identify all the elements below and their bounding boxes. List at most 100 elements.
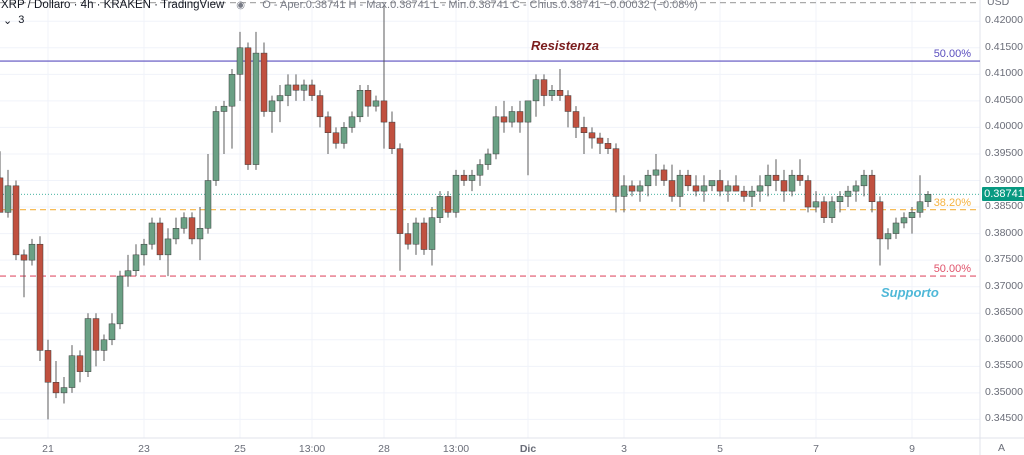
candle-body [156,222,164,256]
candle-body [116,275,124,325]
candle-body [676,174,684,197]
x-tick-label: 13:00 [442,443,470,455]
y-tick-label: 0.41500 [985,40,1023,53]
candle-body [0,177,4,213]
candle-body [796,174,804,181]
candle-body [700,185,708,192]
candle-body [140,243,148,256]
chevron-down-icon[interactable]: ⌄ [3,15,13,27]
candle-body [660,169,668,181]
candle-body [44,350,52,383]
candle-body [372,100,380,107]
candle-body [476,164,484,176]
y-tick-label: 0.37000 [985,279,1023,292]
candle-body [636,185,644,192]
x-tick-label: 3 [621,443,627,455]
candle-body [252,52,260,165]
candle-body [596,137,604,144]
x-tick-label: 9 [909,443,915,455]
candle-body [876,201,884,240]
candle-body [260,52,268,112]
y-tick-label: 0.35000 [985,385,1023,398]
support-label: Supporto [881,285,939,300]
candle-body [4,185,12,213]
candle-body [100,339,108,351]
candle-body [852,185,860,192]
candle-body [244,47,252,165]
y-tick-label: 0.40000 [985,120,1023,133]
candle-body [412,222,420,245]
candle-body [268,100,276,112]
candle-body [732,185,740,192]
x-tick-label: 13:00 [298,443,326,455]
candle-body [892,222,900,234]
x-tick-label: 7 [813,443,819,455]
candle-body [724,185,732,192]
candle-body [380,100,388,123]
fib-level-label: 38.20% [933,196,971,209]
candle-body [900,217,908,224]
candle-body [540,79,548,96]
candle-body [740,190,748,197]
candle-body [284,84,292,96]
candle-body [388,121,396,149]
candle-body [716,180,724,192]
candle-body [52,382,60,394]
candle-body [756,185,764,192]
currency-label: USD [987,0,1010,8]
ohlc-readout: O - Aper.0.38741 H - Max.0.38741 L - Min… [262,0,698,11]
x-tick-label: 21 [42,443,54,455]
candle-body [196,228,204,240]
candle-body [348,116,356,128]
candle-body [668,180,676,197]
resistance-label: Resistenza [531,38,599,53]
last-price-tag: 0.38741 [982,187,1024,202]
candle-body [316,95,324,118]
candle-body [60,387,68,394]
candle-body [884,233,892,240]
candle-body [308,84,316,96]
candle-body [812,201,820,208]
candle-body [844,190,852,197]
candle-body [780,180,788,192]
candle-body [548,90,556,96]
candle-body [36,243,44,351]
candle-body [516,111,524,123]
candle-body [164,238,172,256]
y-tick-label: 0.38000 [985,226,1023,239]
indicator-count: 3 [18,14,25,26]
candle-body [820,201,828,218]
y-tick-label: 0.41000 [985,67,1023,80]
auto-scale-button[interactable]: A [998,442,1006,454]
candle-body [180,217,188,229]
eye-icon[interactable]: ◉ [236,0,246,11]
fib-level-label: 50.00% [933,48,971,61]
y-tick-label: 0.36500 [985,306,1023,319]
candle-body [132,254,140,272]
candle-body [748,190,756,197]
y-tick-label: 0.38500 [985,200,1023,213]
candle-body [292,84,300,91]
candle-body [452,174,460,213]
candle-body [604,143,612,149]
candle-body [420,222,428,250]
candle-body [364,90,372,107]
candle-body [804,180,812,208]
candle-body [332,132,340,144]
candle-body [764,174,772,187]
candle-body [788,174,796,192]
x-tick-label: Dic [519,443,537,455]
candle-body [860,174,868,187]
candle-body [108,323,116,341]
candle-body [492,116,500,155]
candle-body [620,185,628,197]
candle-body [324,116,332,133]
candle-body [436,196,444,218]
chart-header: XRP / Dollaro · 4h · KRAKEN · TradingVie… [0,0,698,13]
candle-body [212,111,220,181]
indicator-toggle[interactable]: ⌄ 3 [3,14,24,27]
fib-level-label: 50.00% [933,263,971,276]
y-tick-label: 0.35500 [985,359,1023,372]
candle-body [220,105,228,112]
